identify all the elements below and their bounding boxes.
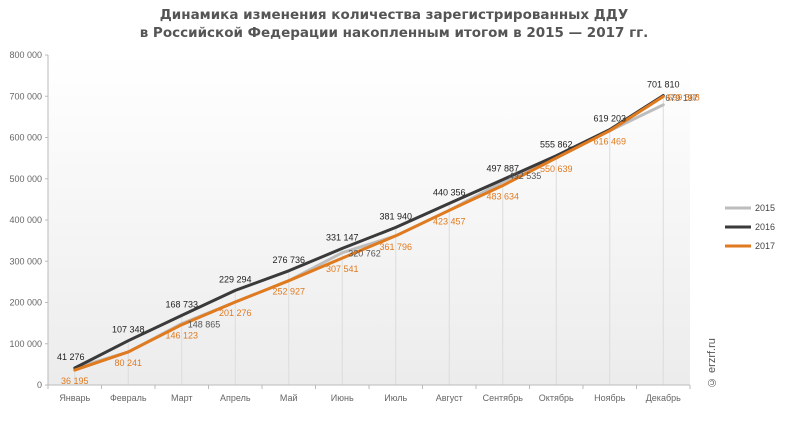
legend-label-2016: 2016: [755, 222, 775, 232]
data-label-2017: 616 469: [593, 137, 626, 147]
data-label-2017: 252 927: [272, 287, 305, 297]
y-tick-label: 800 000: [9, 50, 42, 60]
watermark: © erzrf.ru: [706, 338, 718, 388]
x-tick-label: Сентябрь: [483, 393, 524, 403]
y-tick-label: 0: [37, 380, 42, 390]
data-label-2016: 440 356: [433, 187, 466, 197]
x-tick-label: Апрель: [220, 393, 251, 403]
x-tick-label: Август: [436, 393, 463, 403]
data-label-2016: 701 810: [647, 80, 680, 90]
x-tick-label: Март: [171, 393, 193, 403]
y-tick-label: 500 000: [9, 174, 42, 184]
data-label-2016: 41 276: [57, 352, 85, 362]
y-tick-label: 200 000: [9, 298, 42, 308]
data-label-2017: 201 276: [219, 308, 252, 318]
data-label-2017: 423 457: [433, 216, 466, 226]
y-tick-label: 300 000: [9, 256, 42, 266]
data-label-2016: 555 862: [540, 140, 573, 150]
data-label-2017: 80 241: [114, 358, 142, 368]
data-label-2017: 146 123: [165, 331, 198, 341]
x-tick-label: Май: [280, 393, 298, 403]
data-label-2016: 276 736: [272, 255, 305, 265]
x-tick-label: Ноябрь: [594, 393, 626, 403]
data-label-2017: 550 639: [540, 164, 573, 174]
legend-label-2015: 2015: [755, 203, 775, 213]
chart-title: Динамика изменения количества зарегистри…: [0, 6, 788, 42]
data-label-2017: 36 195: [61, 376, 89, 386]
chart-title-line-2: в Российской Федерации накопленным итого…: [139, 25, 649, 41]
data-label-2015: 320 762: [348, 249, 381, 259]
data-label-2015: 148 865: [188, 320, 221, 330]
data-label-2015: 492 535: [509, 171, 542, 181]
x-tick-label: Июнь: [331, 393, 354, 403]
series-line-2016: [73, 94, 665, 370]
data-label-2016: 331 147: [326, 232, 359, 242]
data-label-2017: 361 796: [379, 242, 412, 252]
x-tick-label: Октябрь: [539, 393, 574, 403]
data-label-2016: 168 733: [165, 299, 198, 309]
x-tick-label: Июль: [384, 393, 407, 403]
legend-label-2017: 2017: [755, 241, 775, 251]
data-label-2016: 229 294: [219, 274, 252, 284]
data-label-2016: 381 940: [379, 211, 412, 221]
data-label-2016: 497 887: [486, 164, 519, 174]
y-tick-label: 400 000: [9, 215, 42, 225]
data-label-2017: 699 508: [667, 92, 700, 102]
x-tick-label: Январь: [59, 393, 90, 403]
data-label-2017: 483 634: [486, 192, 519, 202]
y-tick-label: 700 000: [9, 91, 42, 101]
series-line-2017: [73, 95, 665, 372]
x-tick-label: Февраль: [110, 393, 147, 403]
y-tick-label: 100 000: [9, 339, 42, 349]
data-label-2016: 107 348: [112, 325, 145, 335]
data-label-2015: 679 197: [665, 93, 698, 103]
chart-title-line-1: Динамика изменения количества зарегистри…: [159, 7, 629, 23]
y-tick-label: 600 000: [9, 133, 42, 143]
x-tick-label: Декабрь: [646, 393, 681, 403]
data-label-2017: 307 541: [326, 264, 359, 274]
plot-area: [48, 55, 690, 385]
data-label-2016: 619 203: [593, 114, 626, 124]
